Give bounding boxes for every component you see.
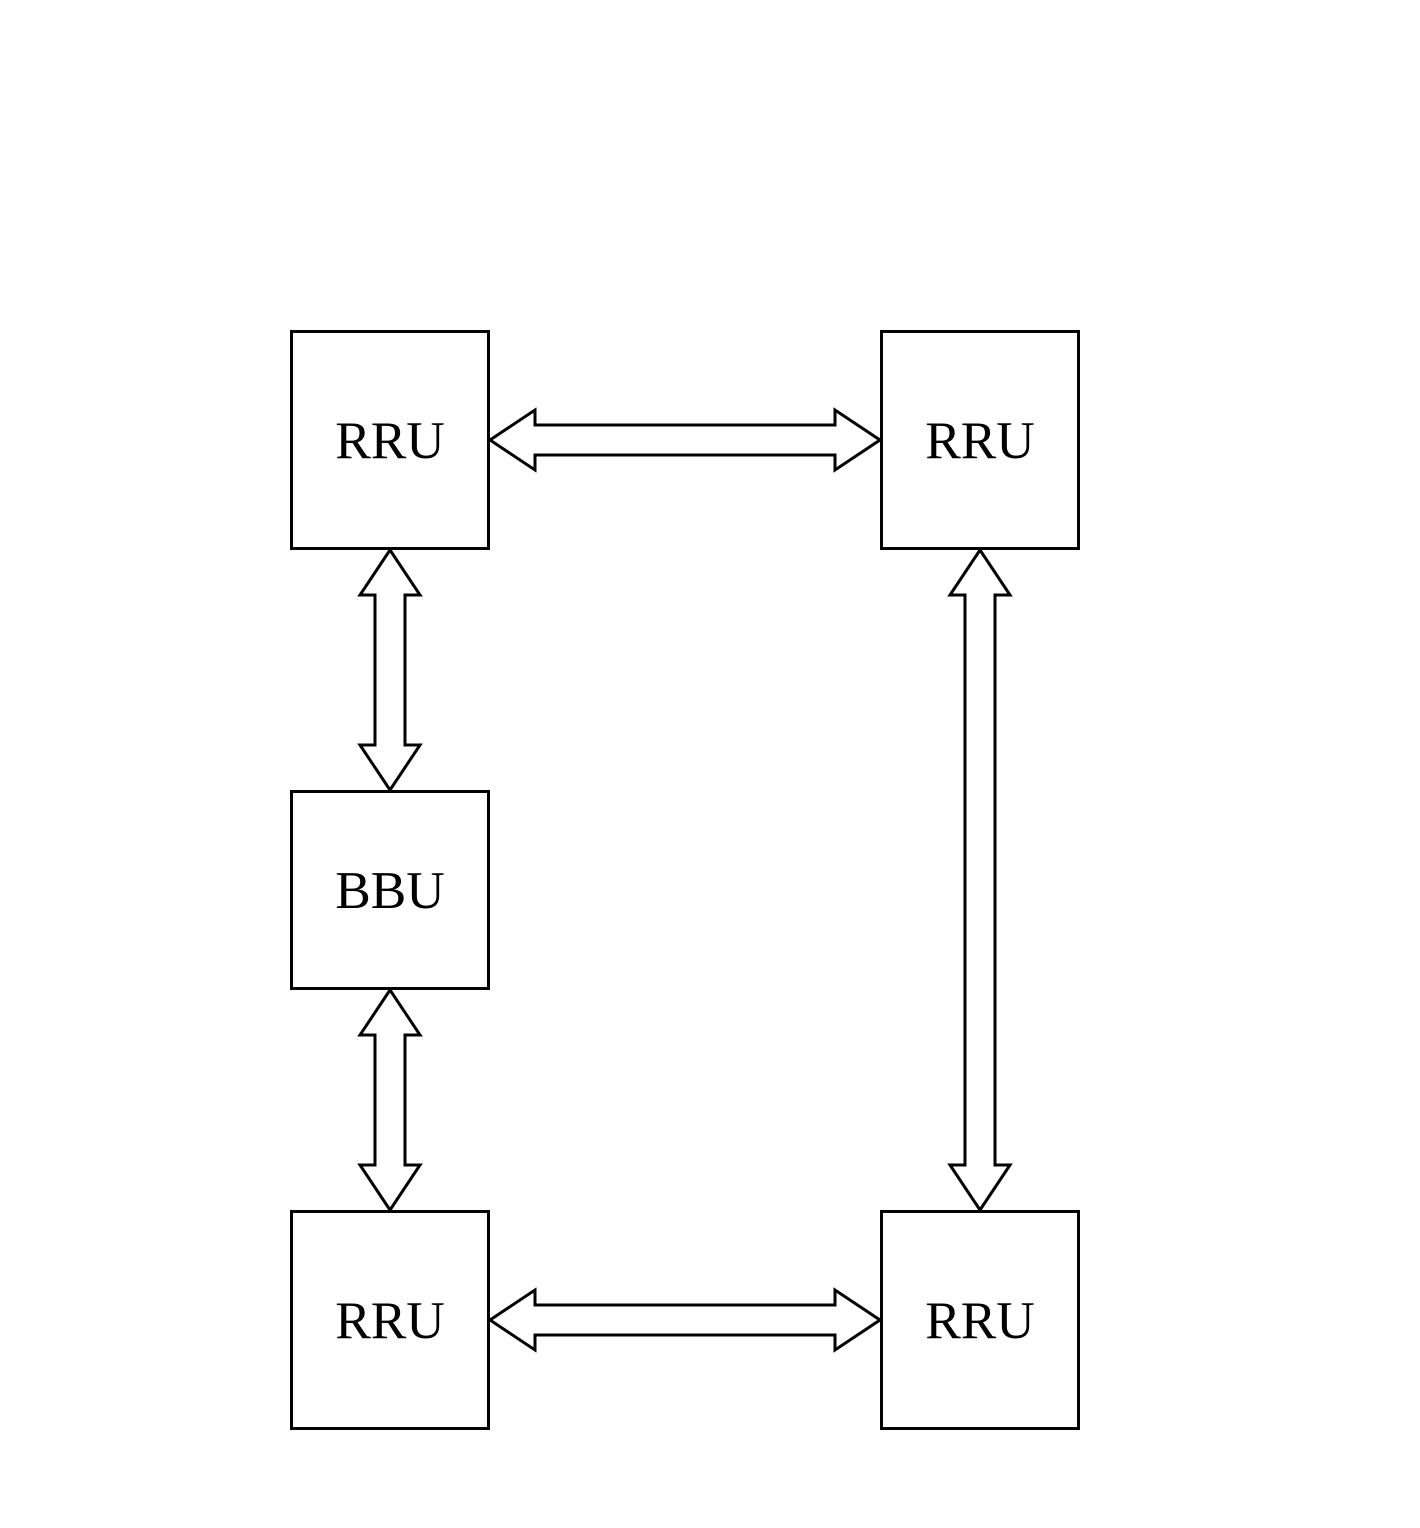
arrow-e_right_long [947, 550, 1013, 1210]
arrow-e_tl_bbu [357, 550, 423, 790]
arrow-e_bbu_bl [357, 990, 423, 1210]
node-label: BBU [335, 859, 445, 921]
node-label: RRU [925, 409, 1035, 471]
node-label: RRU [335, 409, 445, 471]
node-bbu: BBU [290, 790, 490, 990]
node-rru_tr: RRU [880, 330, 1080, 550]
diagram-stage: RRU RRU BBU RRU RRU [0, 0, 1420, 1528]
node-rru_tl: RRU [290, 330, 490, 550]
arrow-e_bottom [490, 1287, 880, 1353]
node-label: RRU [925, 1289, 1035, 1351]
node-rru_br: RRU [880, 1210, 1080, 1430]
node-label: RRU [335, 1289, 445, 1351]
arrow-e_top [490, 407, 880, 473]
node-rru_bl: RRU [290, 1210, 490, 1430]
